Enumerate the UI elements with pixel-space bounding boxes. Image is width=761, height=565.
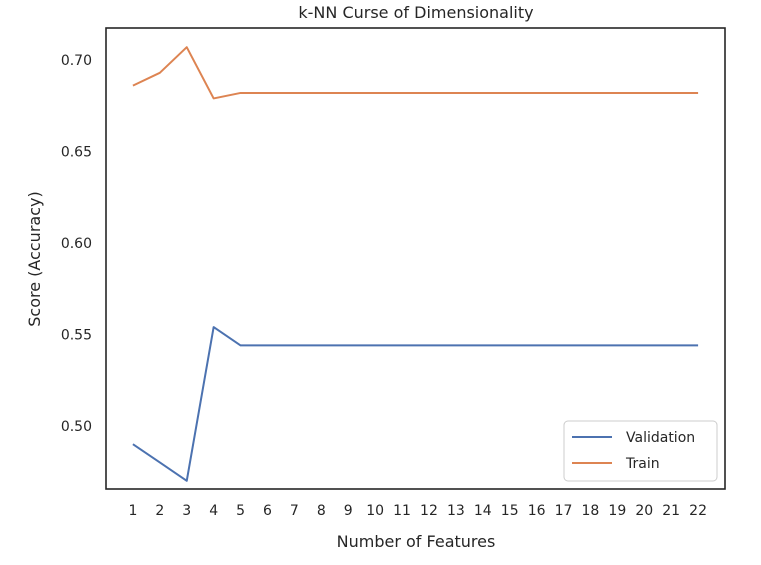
series-layer xyxy=(132,46,699,482)
x-tick-label: 21 xyxy=(662,503,680,519)
x-tick-label: 9 xyxy=(344,503,353,519)
x-axis-label: Number of Features xyxy=(337,532,496,551)
y-tick-label: 0.60 xyxy=(61,236,92,252)
series-line-validation xyxy=(132,326,699,482)
y-tick-label: 0.55 xyxy=(61,327,92,343)
y-tick-label: 0.50 xyxy=(61,419,92,435)
x-tick-label: 15 xyxy=(501,503,519,519)
x-tick-label: 2 xyxy=(155,503,164,519)
x-tick-label: 8 xyxy=(317,503,326,519)
x-tick-label: 18 xyxy=(582,503,600,519)
plot-area xyxy=(105,27,726,490)
x-tick-label: 6 xyxy=(263,503,272,519)
y-tick-labels: 0.50 0.55 0.60 0.65 0.70 xyxy=(61,53,92,435)
y-tick-label: 0.70 xyxy=(61,53,92,69)
x-tick-label: 3 xyxy=(182,503,191,519)
y-axis-label: Score (Accuracy) xyxy=(25,191,44,326)
x-tick-label: 5 xyxy=(236,503,245,519)
x-tick-label: 22 xyxy=(689,503,707,519)
x-tick-label: 10 xyxy=(366,503,384,519)
series-line-train xyxy=(132,46,699,100)
legend-label-train: Train xyxy=(625,456,660,472)
chart-title: k-NN Curse of Dimensionality xyxy=(298,3,533,22)
x-tick-labels: 1 2 3 4 5 6 7 8 9 10 11 12 13 14 15 16 17 18 19 20 21 22 xyxy=(128,503,707,519)
x-tick-label: 11 xyxy=(393,503,411,519)
x-tick-label: 19 xyxy=(608,503,626,519)
x-tick-label: 1 xyxy=(128,503,137,519)
x-tick-label: 4 xyxy=(209,503,218,519)
x-tick-label: 7 xyxy=(290,503,299,519)
x-tick-label: 17 xyxy=(555,503,573,519)
legend-label-validation: Validation xyxy=(626,430,695,446)
y-tick-label: 0.65 xyxy=(61,144,92,160)
legend: Validation Train xyxy=(563,420,718,482)
x-tick-label: 14 xyxy=(474,503,492,519)
x-tick-label: 12 xyxy=(420,503,438,519)
x-tick-label: 20 xyxy=(635,503,653,519)
x-tick-label: 16 xyxy=(528,503,546,519)
x-tick-label: 13 xyxy=(447,503,465,519)
